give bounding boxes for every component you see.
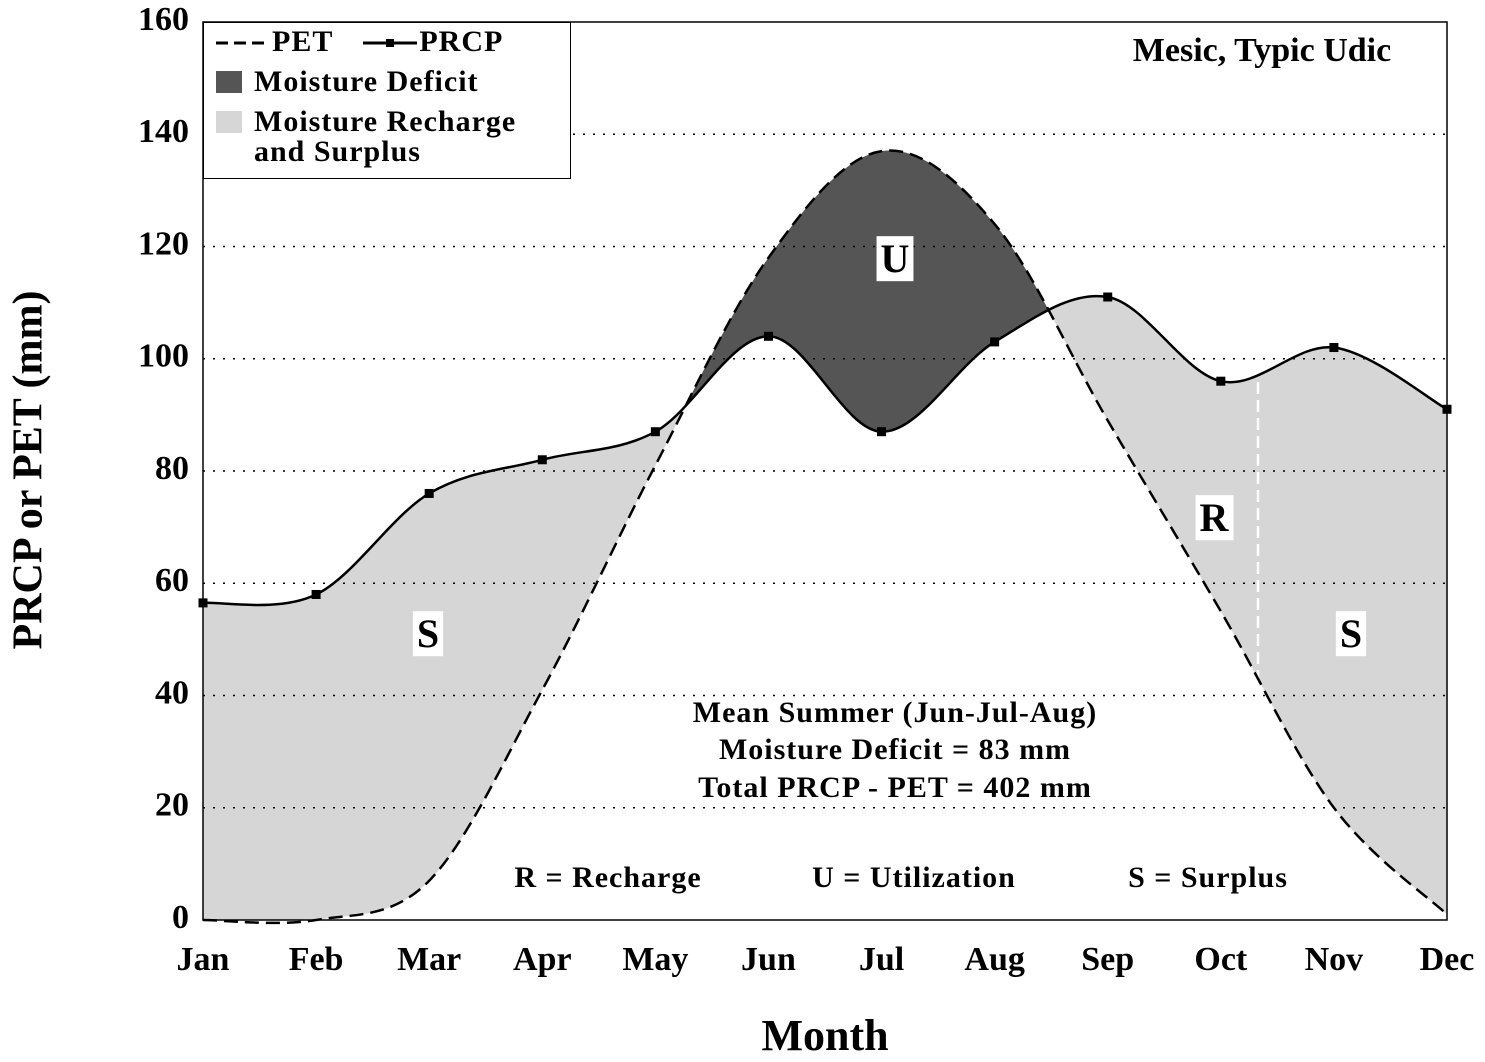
y-tick-label: 100 bbox=[138, 338, 189, 375]
legend-label: PRCP bbox=[419, 25, 504, 58]
y-tick-label: 160 bbox=[138, 1, 189, 38]
annotation: U = Utilization bbox=[812, 861, 1016, 894]
legend-swatch bbox=[216, 71, 242, 93]
legend-label: Moisture Deficit bbox=[254, 65, 479, 98]
x-tick-label: Nov bbox=[1305, 941, 1364, 978]
plot-frame bbox=[202, 21, 1448, 921]
x-tick-label: Sep bbox=[1081, 941, 1134, 978]
label-box bbox=[1195, 495, 1234, 541]
x-tick-label: Oct bbox=[1194, 941, 1248, 978]
prcp-marker bbox=[1329, 343, 1339, 353]
legend-marker bbox=[386, 39, 395, 47]
region-label: S bbox=[417, 611, 439, 656]
y-tick-label: 140 bbox=[138, 113, 189, 150]
x-tick-label: Jan bbox=[177, 941, 230, 978]
y-tick-label: 120 bbox=[138, 225, 189, 262]
annotation: Total PRCP - PET = 402 mm bbox=[698, 771, 1092, 804]
y-tick-label: 60 bbox=[155, 562, 189, 599]
annotation: Mean Summer (Jun-Jul-Aug) bbox=[693, 696, 1097, 729]
x-tick-label: Jun bbox=[741, 941, 796, 978]
prcp-line bbox=[202, 294, 1448, 607]
legend-swatch bbox=[363, 39, 418, 47]
y-tick-label: 40 bbox=[155, 674, 189, 711]
chart-title: Mesic, Typic Udic bbox=[1133, 32, 1391, 69]
y-tick-label: 80 bbox=[155, 450, 189, 487]
y-axis-title: PRCP or PET (mm) bbox=[6, 291, 52, 650]
x-tick-label: Apr bbox=[513, 941, 572, 978]
legend: PET PRCP Moisture Deficit Moisture Recha… bbox=[203, 22, 571, 179]
legend-swatch bbox=[216, 111, 242, 133]
legend-label: PET bbox=[272, 25, 334, 58]
region-label: U bbox=[881, 236, 910, 281]
x-tick-label: Mar bbox=[397, 941, 461, 978]
prcp-marker bbox=[1103, 292, 1113, 302]
x-axis-title: Month bbox=[761, 1011, 888, 1060]
pet-line bbox=[202, 149, 1448, 925]
prcp-marker bbox=[311, 589, 321, 599]
x-tick-label: May bbox=[622, 941, 688, 978]
x-tick-label: Aug bbox=[964, 941, 1024, 978]
prcp-marker bbox=[537, 455, 547, 465]
region-label: S bbox=[1340, 611, 1362, 656]
annotation: Moisture Deficit = 83 mm bbox=[719, 733, 1071, 766]
region-label: R bbox=[1200, 495, 1230, 540]
x-tick-label: Dec bbox=[1420, 941, 1475, 978]
prcp-marker bbox=[877, 427, 887, 437]
annotation: R = Recharge bbox=[514, 861, 701, 894]
legend-swatch bbox=[216, 41, 270, 45]
legend-row: Moisture Deficit bbox=[212, 67, 479, 97]
legend-row: PET PRCP bbox=[212, 27, 503, 57]
x-tick-label: Feb bbox=[289, 941, 344, 978]
prcp-marker bbox=[990, 337, 1000, 347]
y-tick-label: 20 bbox=[155, 787, 189, 824]
label-box bbox=[876, 236, 914, 282]
label-box bbox=[412, 611, 444, 657]
prcp-marker bbox=[1216, 376, 1226, 386]
label-box bbox=[1335, 611, 1367, 657]
legend-row: Moisture Recharge and Surplus bbox=[212, 107, 542, 167]
legend-label: Moisture Recharge and Surplus bbox=[254, 105, 517, 168]
prcp-marker bbox=[763, 331, 773, 341]
prcp-marker bbox=[650, 427, 660, 437]
prcp-marker bbox=[424, 488, 434, 498]
x-tick-label: Jul bbox=[859, 941, 904, 978]
annotation: S = Surplus bbox=[1128, 861, 1288, 894]
y-tick-label: 0 bbox=[172, 899, 189, 936]
